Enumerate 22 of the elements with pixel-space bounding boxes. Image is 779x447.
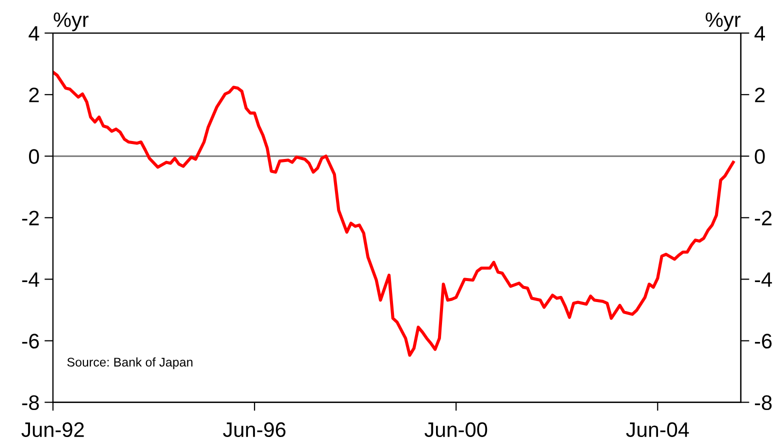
x-tick-label: Jun-00: [424, 422, 488, 438]
y2-tick-label: -4: [754, 272, 772, 287]
y-tick-label: -4: [22, 272, 40, 287]
y-axis-title: %yr: [54, 12, 89, 32]
y2-tick-label: -8: [754, 395, 772, 410]
y-tick-label: 4: [28, 26, 40, 41]
x-tick-label: Jun-04: [626, 422, 689, 438]
x-tick-label: Jun-92: [21, 422, 84, 438]
y2-axis-title: %yr: [706, 12, 740, 32]
annotation: Source: Bank of Japan: [67, 357, 192, 370]
y2-tick-label: 0: [754, 149, 765, 164]
y2-tick-label: -6: [754, 334, 772, 349]
y-tick-label: -6: [22, 334, 39, 349]
x-tick-label: Jun-96: [223, 422, 286, 438]
line-series: [52, 70, 735, 357]
y-tick-label: -2: [22, 210, 39, 226]
y2-tick-label: -2: [754, 210, 772, 226]
y-tick-label: 2: [29, 88, 39, 102]
y2-tick-label: 2: [755, 88, 765, 102]
y-tick-label: 0: [29, 149, 39, 164]
y-tick-label: -8: [22, 395, 39, 410]
y2-tick-label: 4: [754, 26, 765, 41]
